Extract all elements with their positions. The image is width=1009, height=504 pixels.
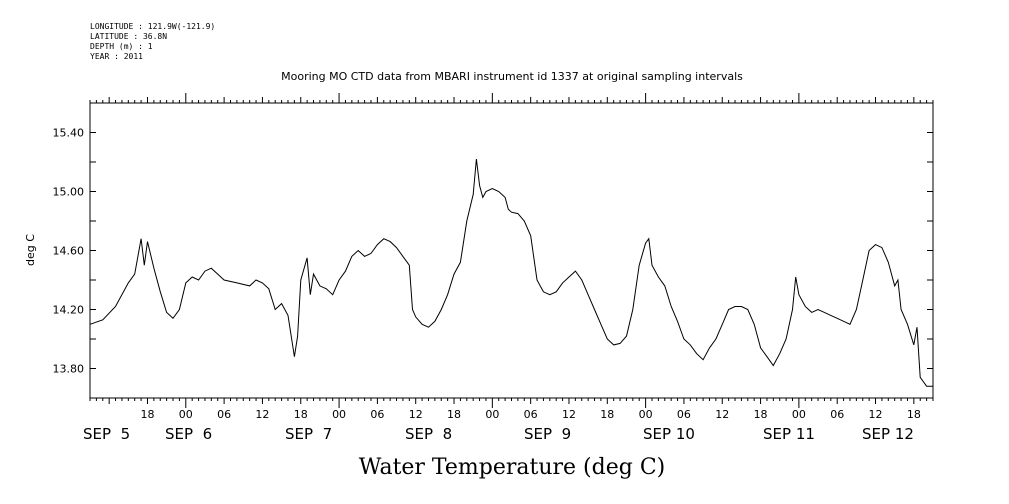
- x-hour-tick-labels: 18 00 06 12 18 00 06 12 18 00 06 12 18 00 06 12 18 00 06 12…: [140, 408, 920, 421]
- x-axis-ticks: [89, 93, 934, 408]
- x-day-label: SEP 10: [643, 425, 695, 443]
- x-hour-label: 12: [255, 408, 269, 421]
- x-hour-label: 06: [524, 408, 538, 421]
- x-day-label: SEP 8: [405, 425, 452, 443]
- y-tick-label: 15.00: [53, 186, 85, 199]
- meta-depth: DEPTH (m) : 1: [90, 42, 153, 51]
- x-hour-label: 12: [562, 408, 576, 421]
- x-day-label: SEP 9: [524, 425, 571, 443]
- metadata-block: LONGITUDE : 121.9W(-121.9) LATITUDE : 36…: [90, 22, 215, 62]
- series-line-water-temperature: [89, 158, 933, 387]
- x-hour-label: 18: [447, 408, 461, 421]
- y-axis-ticks: [90, 102, 933, 399]
- x-hour-label: 00: [792, 408, 806, 421]
- x-axis-label: Water Temperature (deg C): [359, 455, 666, 480]
- x-hour-label: 12: [715, 408, 729, 421]
- y-tick-label: 13.80: [53, 363, 85, 376]
- x-hour-label: 12: [869, 408, 883, 421]
- x-day-label: SEP 7: [285, 425, 332, 443]
- x-hour-label: 06: [677, 408, 691, 421]
- y-tick-label: 14.20: [53, 304, 85, 317]
- x-hour-label: 12: [409, 408, 423, 421]
- x-day-labels: SEP 5 SEP 6 SEP 7 SEP 8 SEP 9 SEP 10 SEP 11 SEP…: [83, 425, 914, 443]
- meta-longitude: LONGITUDE : 121.9W(-121.9): [90, 22, 216, 31]
- chart-title: Mooring MO CTD data from MBARI instrumen…: [281, 70, 743, 83]
- x-day-label: SEP 11: [763, 425, 815, 443]
- y-tick-label: 14.60: [53, 245, 85, 258]
- x-hour-label: 00: [639, 408, 653, 421]
- x-hour-label: 00: [179, 408, 193, 421]
- x-hour-label: 18: [294, 408, 308, 421]
- meta-year: YEAR : 2011: [90, 52, 143, 61]
- x-hour-label: 18: [600, 408, 614, 421]
- x-hour-label: 00: [332, 408, 346, 421]
- meta-latitude: LATITUDE : 36.8N: [90, 32, 168, 41]
- x-day-label: SEP 6: [165, 425, 212, 443]
- plot-frame: [89, 102, 934, 399]
- x-hour-label: 18: [754, 408, 768, 421]
- y-axis-label: deg C: [24, 234, 37, 266]
- x-day-label: SEP 12: [862, 425, 914, 443]
- x-hour-label: 06: [217, 408, 231, 421]
- x-hour-label: 06: [830, 408, 844, 421]
- y-axis-tick-labels: 13.80 14.20 14.60 15.00 15.40: [53, 127, 85, 376]
- x-hour-label: 00: [485, 408, 499, 421]
- x-hour-label: 06: [370, 408, 384, 421]
- y-tick-label: 15.40: [53, 127, 85, 140]
- x-day-label: SEP 5: [83, 425, 130, 443]
- x-hour-label: 18: [907, 408, 921, 421]
- x-hour-label: 18: [140, 408, 154, 421]
